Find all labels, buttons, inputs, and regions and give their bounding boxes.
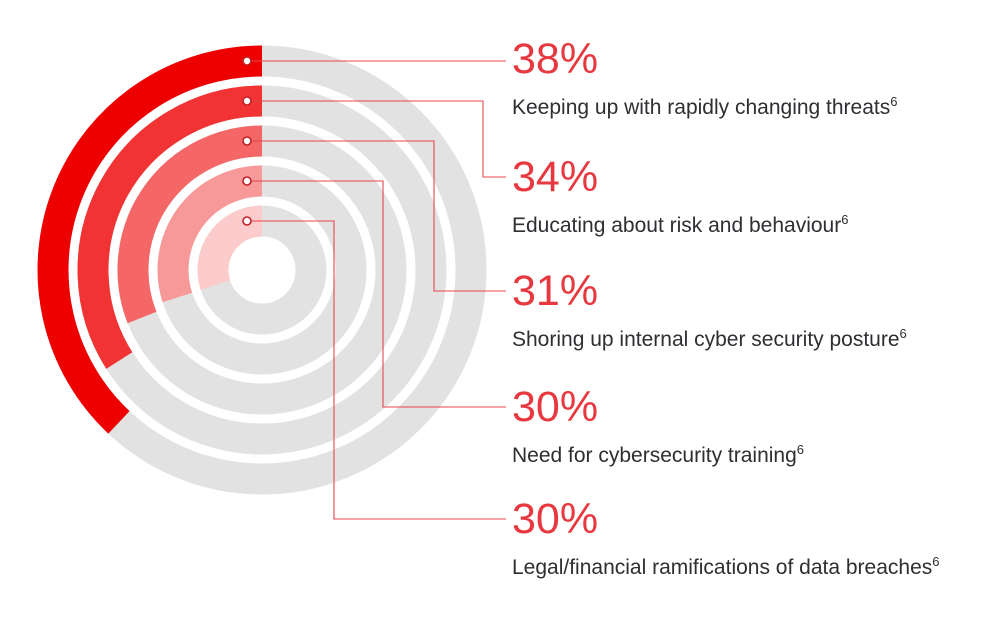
footnote-marker: 6 — [796, 442, 805, 457]
leader-dot — [242, 96, 252, 106]
leader-dot — [242, 216, 252, 226]
leader-line — [251, 140, 506, 292]
legend-item: 38% Keeping up with rapidly changing thr… — [512, 36, 992, 120]
legend-label-text: Educating about risk and behaviour — [512, 214, 842, 237]
percent-value: 30% — [512, 495, 599, 543]
percent-value: 34% — [512, 153, 599, 201]
legend-label-text: Legal/financial ramifications of data br… — [512, 556, 933, 579]
ring-value-arc — [37, 45, 263, 434]
ring-value-arc — [157, 165, 263, 303]
ring-value-arc — [117, 125, 263, 324]
leader-line — [251, 180, 506, 408]
leader-line — [251, 100, 506, 178]
percent-value: 30% — [512, 383, 599, 431]
legend-label-text: Shoring up internal cyber security postu… — [512, 328, 900, 351]
footnote-marker: 6 — [932, 554, 940, 569]
legend-label: Keeping up with rapidly changing threats… — [512, 94, 992, 120]
leader-dot — [242, 56, 252, 66]
footnote-marker: 6 — [890, 94, 898, 109]
leader-line — [251, 220, 506, 520]
footnote-marker: 6 — [899, 326, 907, 341]
legend-label: Legal/financial ramifications of data br… — [512, 554, 992, 580]
leader-dot — [242, 136, 252, 146]
legend-label: Educating about risk and behaviour6 — [512, 212, 992, 238]
percent-value: 38% — [512, 35, 599, 83]
leader-dot — [242, 176, 252, 186]
legend-item: 30% Need for cybersecurity training6 — [512, 384, 992, 468]
percent-value: 31% — [512, 267, 599, 315]
legend-item: 34% Educating about risk and behaviour6 — [512, 154, 992, 238]
ring-value-arc — [77, 85, 263, 369]
legend-label-text: Keeping up with rapidly changing threats — [512, 96, 891, 119]
legend-label: Shoring up internal cyber security postu… — [512, 326, 992, 352]
legend-label-text: Need for cybersecurity training — [512, 444, 797, 467]
legend-item: 31% Shoring up internal cyber security p… — [512, 268, 992, 352]
legend-label: Need for cybersecurity training6 — [512, 442, 992, 468]
footnote-marker: 6 — [841, 212, 849, 227]
legend-item: 30% Legal/financial ramifications of dat… — [512, 496, 992, 580]
